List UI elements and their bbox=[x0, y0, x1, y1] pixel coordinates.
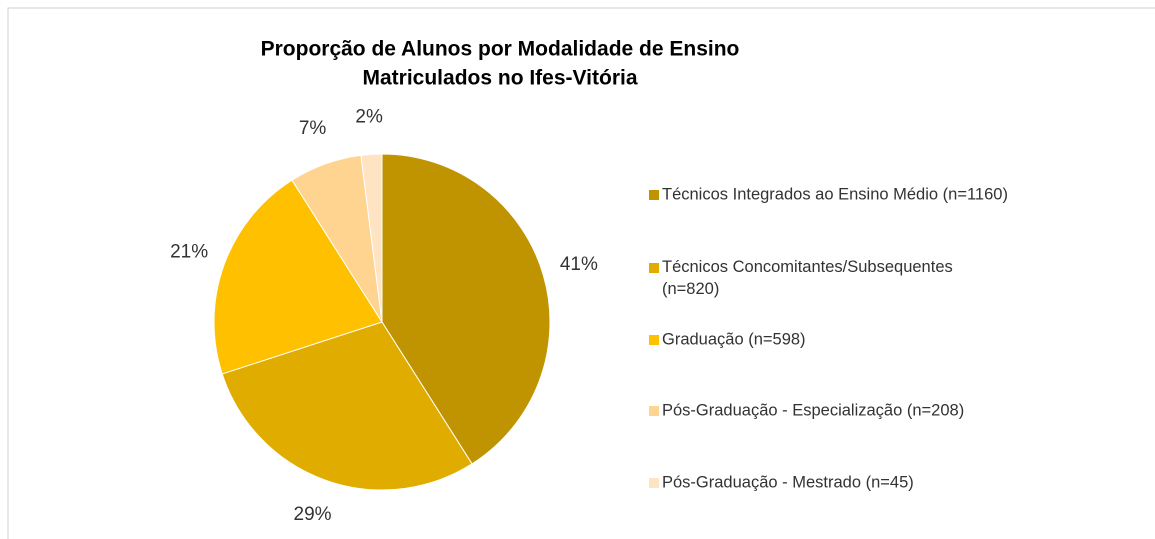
pie-slice bbox=[360, 153, 383, 323]
slice-label: 21% bbox=[170, 242, 208, 263]
slice-label: 2% bbox=[355, 106, 383, 127]
chart-frame bbox=[7, 7, 1155, 539]
slice-label: 7% bbox=[299, 118, 327, 139]
legend-swatch bbox=[649, 335, 659, 345]
slice-label: 29% bbox=[294, 504, 332, 525]
pie-slice bbox=[381, 153, 551, 465]
legend-label: Pós-Graduação - Especialização (n=208) bbox=[662, 401, 964, 419]
legend-label: Técnicos Integrados ao Ensino Médio (n=1… bbox=[662, 185, 1008, 203]
chart-title: Proporção de Alunos por Modalidade de En… bbox=[261, 38, 740, 61]
legend-swatch bbox=[649, 263, 659, 273]
legend-swatch bbox=[649, 190, 659, 200]
pie-slice bbox=[221, 321, 473, 491]
legend-label: Graduação (n=598) bbox=[662, 330, 806, 348]
chart-title: Matriculados no Ifes-Vitória bbox=[363, 67, 638, 90]
legend-swatch bbox=[649, 406, 659, 416]
legend-label: Técnicos Concomitantes/Subsequentes (n=82… bbox=[662, 258, 953, 298]
legend-swatch bbox=[649, 478, 659, 488]
legend-label: Pós-Graduação - Mestrado (n=45) bbox=[662, 473, 914, 491]
pie-slice bbox=[213, 179, 383, 375]
slice-label: 41% bbox=[560, 254, 598, 275]
